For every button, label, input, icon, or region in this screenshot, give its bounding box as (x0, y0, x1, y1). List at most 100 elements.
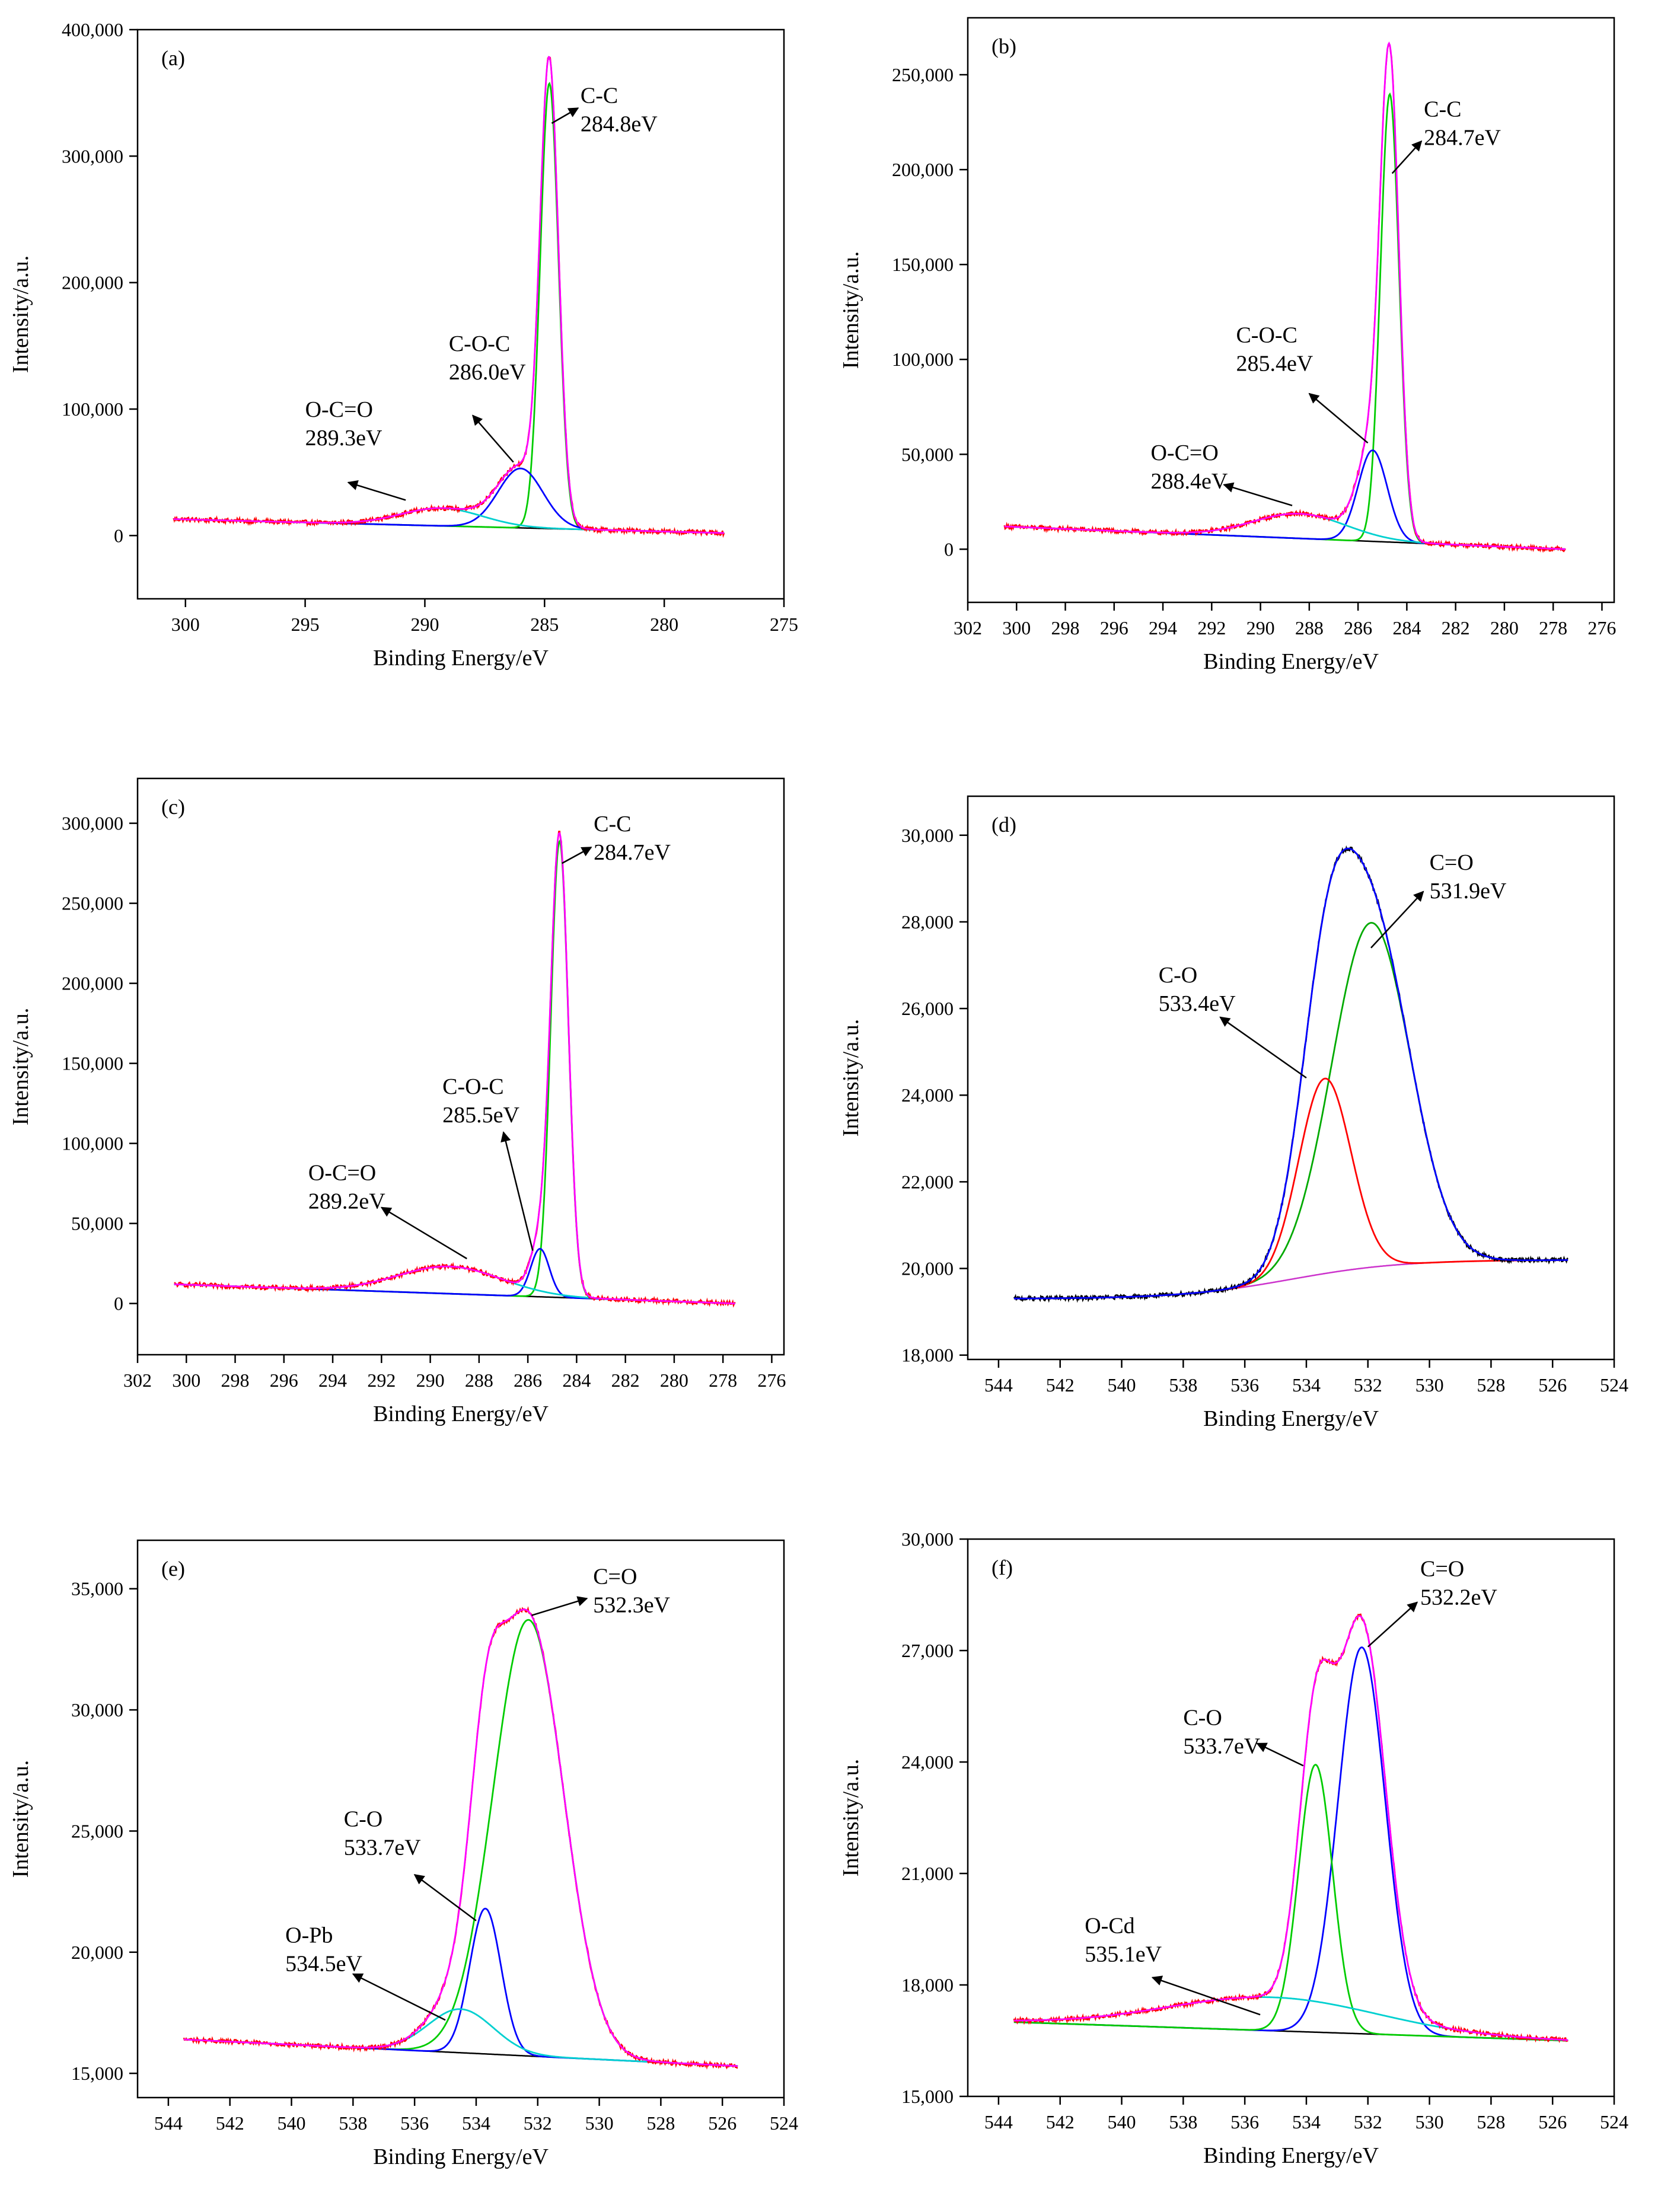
y-tick-label: 30,000 (901, 1528, 954, 1550)
peak-annotation-label: 288.4eV (1150, 469, 1228, 494)
peak-annotation-label: 534.5eV (285, 1951, 362, 1976)
x-tick-label: 532 (524, 2112, 552, 2134)
annotation-arrow (500, 1131, 534, 1251)
x-tick-label: 298 (221, 1370, 250, 1391)
x-tick-label: 288 (465, 1370, 493, 1391)
y-tick-label: 15,000 (71, 2063, 123, 2084)
x-tick-label: 278 (1539, 617, 1567, 639)
peak-annotation-label: 535.1eV (1085, 1942, 1162, 1967)
annotation-arrow (1256, 1742, 1304, 1767)
y-tick-label: 20,000 (71, 1942, 123, 1963)
y-tick-label: 25,000 (71, 1820, 123, 1841)
x-tick-label: 292 (367, 1370, 396, 1391)
plot-frame (136, 777, 785, 1356)
y-axis-title: Intensity/a.u. (8, 256, 33, 373)
x-tick-label: 294 (1149, 617, 1177, 639)
component-peak-curve (1013, 922, 1568, 1300)
peak-annotation-label: C-C (581, 84, 618, 108)
x-tick-label: 278 (709, 1370, 737, 1391)
x-tick-label: 300 (172, 1370, 200, 1391)
x-axis-title: Binding Energy/eV (373, 1402, 549, 1426)
peak-annotation-label: C=O (1430, 850, 1474, 875)
peak-annotation-label: 533.4eV (1159, 991, 1236, 1016)
y-tick-label: 300,000 (62, 813, 123, 834)
annotation-arrow (551, 107, 579, 124)
raw-spectrum-curve (174, 831, 736, 1308)
x-tick-label: 302 (954, 617, 982, 639)
x-axis-title: Binding Energy/eV (1203, 1406, 1379, 1431)
x-tick-label: 295 (291, 614, 320, 635)
x-tick-label: 280 (650, 614, 678, 635)
x-tick-label: 540 (1108, 1374, 1136, 1396)
y-tick-label: 200,000 (62, 973, 123, 994)
panel-label: (a) (161, 46, 185, 70)
y-tick-label: 100,000 (892, 349, 954, 370)
y-tick-label: 0 (114, 525, 123, 546)
y-tick-label: 200,000 (892, 159, 954, 180)
y-tick-label: 18,000 (901, 1345, 954, 1366)
x-axis-title: Binding Energy/eV (373, 2144, 549, 2169)
x-tick-label: 284 (1392, 617, 1421, 639)
x-tick-label: 542 (216, 2112, 244, 2134)
plot-frame (136, 28, 785, 600)
x-tick-label: 530 (1415, 2111, 1444, 2133)
panel-label: (f) (992, 1556, 1013, 1579)
annotation-arrow (380, 1206, 467, 1260)
x-tick-label: 524 (1600, 1374, 1628, 1396)
y-axis-title: Intensity/a.u. (839, 1759, 863, 1876)
peak-annotation-label: 289.2eV (308, 1189, 385, 1214)
y-tick-label: 20,000 (901, 1258, 954, 1279)
peak-annotation-label: O-C=O (308, 1161, 376, 1186)
y-axis-title: Intensity/a.u. (8, 1008, 33, 1125)
baseline-curve (1013, 1259, 1568, 1300)
panel-c: 302 300 298 296 294 292 290 288 286 284 282 280 278 2… (8, 777, 786, 1426)
x-tick-label: 538 (1169, 2111, 1197, 2133)
component-peak-curve (183, 2008, 738, 2067)
panel-d: 544 542 540 538 536 534 532 530 528 526 524 18,000 2… (839, 795, 1628, 1431)
envelope-curve (174, 832, 735, 1304)
annotation-arrow (531, 1596, 588, 1616)
x-tick-label: 298 (1051, 617, 1080, 639)
component-peak-curve (173, 467, 725, 534)
y-tick-label: 15,000 (901, 2086, 954, 2107)
raw-spectrum-curve (1013, 1613, 1568, 2044)
component-peak-curve (1013, 1763, 1568, 2042)
x-tick-label: 544 (984, 1374, 1013, 1396)
peak-annotation-label: O-Pb (285, 1923, 333, 1948)
y-axis-title: Intensity/a.u. (8, 1760, 33, 1878)
x-tick-label: 544 (984, 2111, 1013, 2133)
annotation-arrow (352, 1973, 446, 2021)
x-tick-label: 288 (1295, 617, 1324, 639)
x-tick-label: 542 (1046, 1374, 1075, 1396)
annotation-arrow (1308, 392, 1369, 444)
peak-annotation-label: 532.2eV (1420, 1585, 1497, 1610)
panel-label: (b) (992, 34, 1016, 58)
panel-a: 300 295 290 285 280 275 0 100,000 200,000 300,000… (8, 19, 798, 671)
x-tick-label: 296 (270, 1370, 298, 1391)
annotation-arrow (1151, 1975, 1261, 2016)
component-peak-curve (1004, 449, 1566, 550)
x-tick-label: 528 (646, 2112, 675, 2134)
y-tick-label: 30,000 (901, 825, 954, 846)
x-tick-label: 526 (1538, 2111, 1567, 2133)
peak-annotation-label: 284.7eV (594, 840, 671, 865)
x-tick-label: 292 (1197, 617, 1226, 639)
y-tick-label: 27,000 (901, 1640, 954, 1661)
x-tick-label: 532 (1354, 2111, 1382, 2133)
peak-annotation-label: 533.7eV (344, 1835, 421, 1860)
panel-label: (e) (161, 1557, 185, 1581)
x-tick-label: 534 (1292, 1374, 1321, 1396)
x-tick-label: 530 (1415, 1374, 1444, 1396)
peak-annotation-label: 284.7eV (1424, 125, 1501, 150)
annotation-arrow (1367, 1601, 1418, 1648)
x-tick-label: 285 (530, 614, 559, 635)
x-tick-label: 290 (416, 1370, 445, 1391)
x-tick-label: 538 (339, 2112, 367, 2134)
plot-frame (967, 17, 1615, 604)
y-tick-label: 300,000 (62, 145, 123, 167)
x-tick-label: 300 (171, 614, 200, 635)
x-tick-label: 528 (1477, 1374, 1505, 1396)
peak-annotation-label: C-O-C (442, 1074, 503, 1099)
x-axis-title: Binding Energy/eV (1203, 2143, 1379, 2168)
y-tick-label: 100,000 (62, 1133, 123, 1154)
